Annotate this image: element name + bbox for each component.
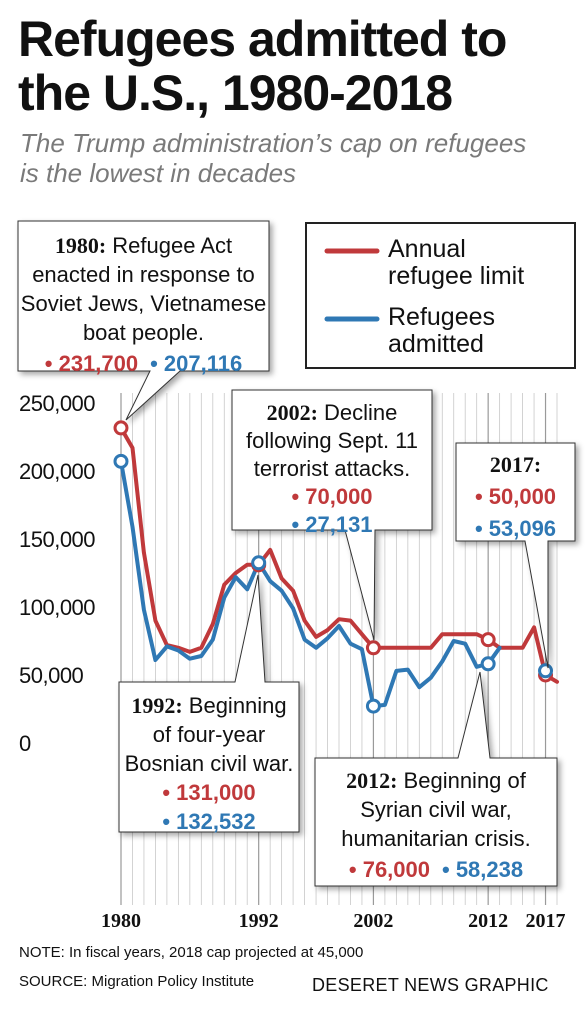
callout-box <box>455 442 576 669</box>
admitted-value-1992: • 132,532 <box>162 809 255 834</box>
y-tick-label: 250,000 <box>19 391 95 416</box>
source-text: SOURCE: Migration Policy Institute <box>19 973 255 990</box>
legend-limit-label: refugee limit <box>388 262 524 290</box>
x-tick-label: 2012 <box>468 910 508 932</box>
x-tick-label: 2002 <box>353 910 393 932</box>
legend-limit-label: Annual <box>388 235 466 263</box>
callout-box <box>231 389 433 641</box>
callout-text-line: Soviet Jews, Vietnamese <box>21 291 266 316</box>
chart-title-line: the U.S., 1980-2018 <box>18 65 453 121</box>
admitted-marker-1992 <box>251 555 267 571</box>
callout-heading: 1992: Beginning <box>131 693 286 718</box>
callout-2017: 2017: • 50,000 • 53,096 <box>455 442 576 669</box>
callout-text-line: enacted in response to <box>32 262 255 287</box>
callout-text-line: Syrian civil war, <box>360 797 512 822</box>
admitted-series-line <box>119 459 502 709</box>
y-tick-label: 200,000 <box>19 459 95 484</box>
callout-heading: 2002: Decline <box>267 400 398 425</box>
x-tick-label: 1992 <box>239 910 279 932</box>
callout-heading: 2017: <box>490 452 541 477</box>
y-tick-label: 150,000 <box>19 527 95 552</box>
limit-value-2002: • 70,000 <box>291 484 372 509</box>
limit-value-2017: • 50,000 <box>475 484 556 509</box>
admitted-marker-1980 <box>113 453 129 469</box>
admitted-marker-2017 <box>538 663 554 679</box>
callout-heading: 2012: Beginning of <box>346 768 527 793</box>
callout-values-1980: • 231,700 • 207,116 <box>45 351 242 376</box>
limit-marker-2002 <box>365 640 381 656</box>
chart-subtitle-line: is the lowest in decades <box>20 158 297 188</box>
callout-box <box>118 574 300 833</box>
callout-text-line: terrorist attacks. <box>254 456 410 481</box>
x-tick-label: 2017 <box>526 910 566 932</box>
x-tick-label: 1980 <box>101 910 141 932</box>
callout-2012: 2012: Beginning of Syrian civil war, human… <box>314 671 558 887</box>
callout-heading: 1980: Refugee Act <box>55 233 232 258</box>
callout-text-line: boat people. <box>83 320 204 345</box>
legend-admitted-label: Refugees <box>388 303 495 331</box>
admitted-value-2002: • 27,131 <box>291 512 372 537</box>
callout-box <box>17 220 270 421</box>
legend-box <box>305 222 576 369</box>
limit-marker-2012 <box>480 632 496 648</box>
callout-1992: 1992: Beginning of four-year Bosnian civil… <box>118 574 300 834</box>
callout-text-line: humanitarian crisis. <box>341 826 531 851</box>
callout-text-line: Bosnian civil war. <box>125 751 294 776</box>
y-tick-label: 100,000 <box>19 595 95 620</box>
callout-1980: 1980: Refugee Act enacted in response to S… <box>17 220 270 421</box>
chart-title: Refugees admitted to the U.S., 1980-2018 <box>18 12 578 120</box>
note-text: NOTE: In fiscal years, 2018 cap projecte… <box>19 944 364 961</box>
limit-marker-1980 <box>113 420 129 436</box>
chart-subtitle: The Trump administration’s cap on refuge… <box>20 128 580 188</box>
legend-admitted-label: admitted <box>388 330 484 358</box>
admitted-value-2017: • 53,096 <box>475 516 556 541</box>
callout-text-line: following Sept. 11 <box>246 428 418 453</box>
admitted-marker-2012 <box>480 656 496 672</box>
credit-text: DESERET NEWS GRAPHIC <box>312 975 549 995</box>
callout-box <box>314 671 558 887</box>
chart-title-line: Refugees admitted to <box>18 11 507 67</box>
limit-value-1992: • 131,000 <box>162 780 255 805</box>
y-tick-label: 0 <box>19 731 31 756</box>
chart-subtitle-line: The Trump administration’s cap on refuge… <box>20 128 527 158</box>
y-tick-label: 50,000 <box>19 663 84 688</box>
admitted-marker-2002 <box>365 698 381 714</box>
callout-values-2012: • 76,000 • 58,238 <box>349 857 523 882</box>
callout-text-line: of four-year <box>153 722 266 747</box>
callout-2002: 2002: Decline following Sept. 11 terrorist… <box>231 389 433 641</box>
